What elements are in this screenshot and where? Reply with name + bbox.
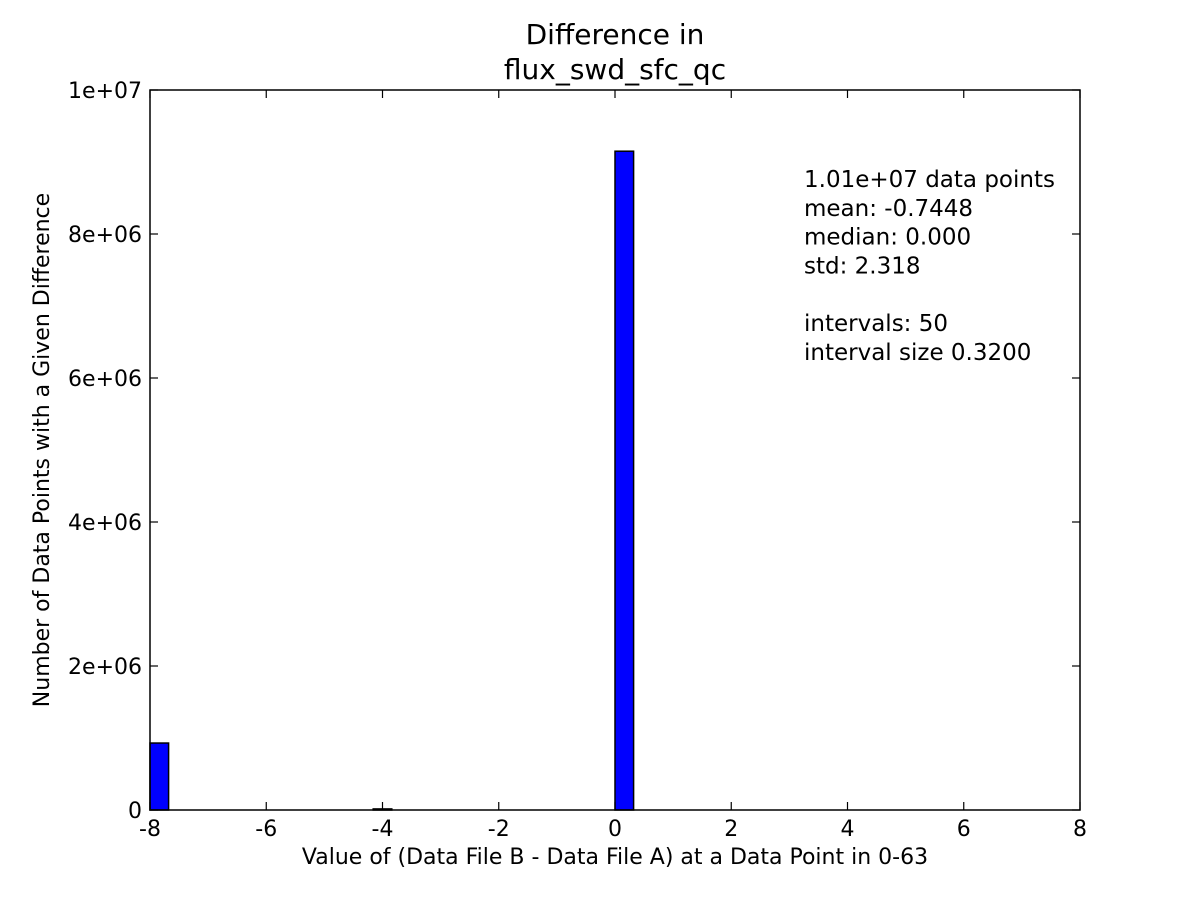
x-tick-label-6: 4 (841, 817, 855, 842)
x-tick-label-7: 6 (957, 817, 971, 842)
y-tick-label-3: 6e+06 (68, 367, 142, 392)
y-tick-label-2: 4e+06 (68, 511, 142, 536)
annotation-line-2: median: 0.000 (804, 225, 971, 251)
annotation-line-1: mean: -0.7448 (804, 196, 973, 222)
x-tick-label-3: -2 (488, 817, 510, 842)
x-tick-label-0: -8 (139, 817, 161, 842)
bars-group (149, 150, 635, 811)
plot-frame (149, 89, 1081, 811)
histogram-bar-2 (614, 150, 635, 811)
annotation-line-0: 1.01e+07 data points (804, 167, 1055, 193)
x-tick-label-2: -4 (372, 817, 394, 842)
histogram-bar-0 (149, 742, 170, 811)
y-tick-label-4: 8e+06 (68, 223, 142, 248)
x-axis-label: Value of (Data File B - Data File A) at … (302, 845, 928, 870)
y-axis-label: Number of Data Points with a Given Diffe… (30, 193, 55, 707)
annotation-line-5: intervals: 50 (804, 311, 948, 337)
chart-title-line-1: Difference in (526, 18, 705, 51)
x-tick-label-1: -6 (255, 817, 277, 842)
annotation-line-6: interval size 0.3200 (804, 340, 1031, 366)
y-tick-label-0: 0 (128, 799, 142, 824)
ticks-group: -8 -6 -4 -2 0 2 4 6 8 0 2e+06 4e+06 6e+06 8e+06 1e+07 (68, 79, 1087, 842)
stats-annotation: 1.01e+07 data points mean: -0.7448 median:… (804, 167, 1055, 366)
y-tick-label-5: 1e+07 (68, 79, 142, 104)
chart-title-line-2: flux_swd_sfc_qc (504, 53, 726, 86)
annotation-line-3: std: 2.318 (804, 253, 921, 279)
x-tick-label-8: 8 (1073, 817, 1087, 842)
y-tick-label-1: 2e+06 (68, 655, 142, 680)
x-tick-label-5: 2 (724, 817, 738, 842)
x-tick-label-4: 0 (608, 817, 622, 842)
